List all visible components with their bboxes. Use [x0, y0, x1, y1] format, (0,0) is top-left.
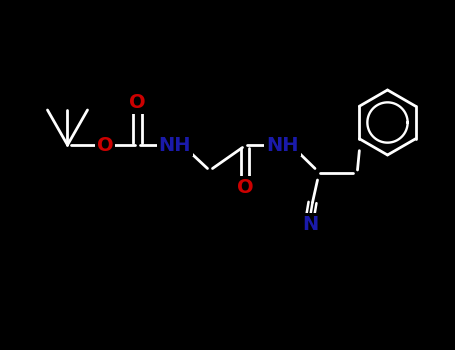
Text: NH: NH: [266, 135, 299, 154]
Text: NH: NH: [159, 135, 191, 154]
Text: N: N: [302, 215, 318, 233]
Text: O: O: [129, 93, 146, 112]
Text: O: O: [237, 178, 253, 197]
Text: O: O: [96, 135, 113, 154]
